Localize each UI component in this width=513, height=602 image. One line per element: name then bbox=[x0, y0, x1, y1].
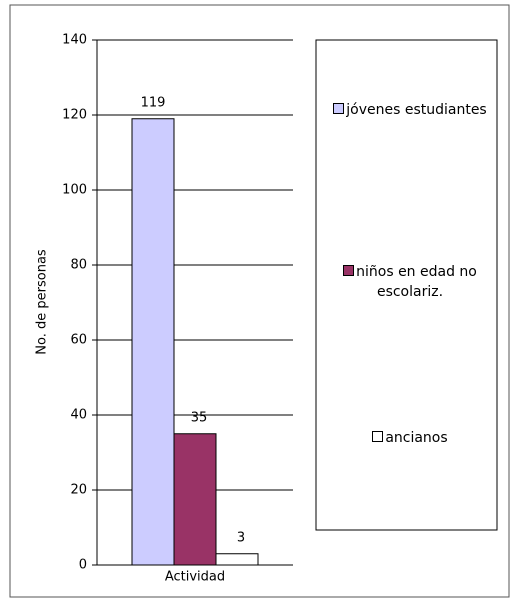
data-label: 35 bbox=[191, 410, 208, 425]
legend-label: niños en edad no escolariz. bbox=[356, 264, 477, 300]
legend-entry: niños en edad no escolariz. bbox=[330, 262, 490, 302]
y-tick-label: 60 bbox=[70, 333, 87, 348]
y-tick-label: 0 bbox=[79, 558, 87, 573]
bar bbox=[131, 118, 175, 566]
y-tick-label: 120 bbox=[62, 108, 87, 123]
data-label: 119 bbox=[141, 95, 166, 110]
data-label: 3 bbox=[237, 530, 245, 545]
legend-box bbox=[315, 39, 498, 531]
bar bbox=[173, 433, 217, 566]
legend-swatch bbox=[372, 431, 384, 442]
bar bbox=[215, 553, 259, 566]
frame bbox=[9, 4, 510, 598]
y-tick-label: 80 bbox=[70, 258, 87, 273]
legend-entry: ancianos bbox=[330, 428, 490, 448]
y-tick-label: 140 bbox=[62, 33, 87, 48]
y-tick-label: 100 bbox=[62, 183, 87, 198]
y-tick-label: 20 bbox=[70, 483, 87, 498]
legend-label: jóvenes estudiantes bbox=[346, 102, 487, 118]
legend-swatch bbox=[333, 103, 345, 114]
y-axis-label: No. de personas bbox=[35, 249, 50, 355]
legend-swatch bbox=[343, 265, 355, 276]
legend-label: ancianos bbox=[385, 430, 448, 446]
y-tick-label: 40 bbox=[70, 408, 87, 423]
x-tick-label: Actividad bbox=[165, 570, 225, 585]
legend-entry: jóvenes estudiantes bbox=[330, 100, 490, 120]
